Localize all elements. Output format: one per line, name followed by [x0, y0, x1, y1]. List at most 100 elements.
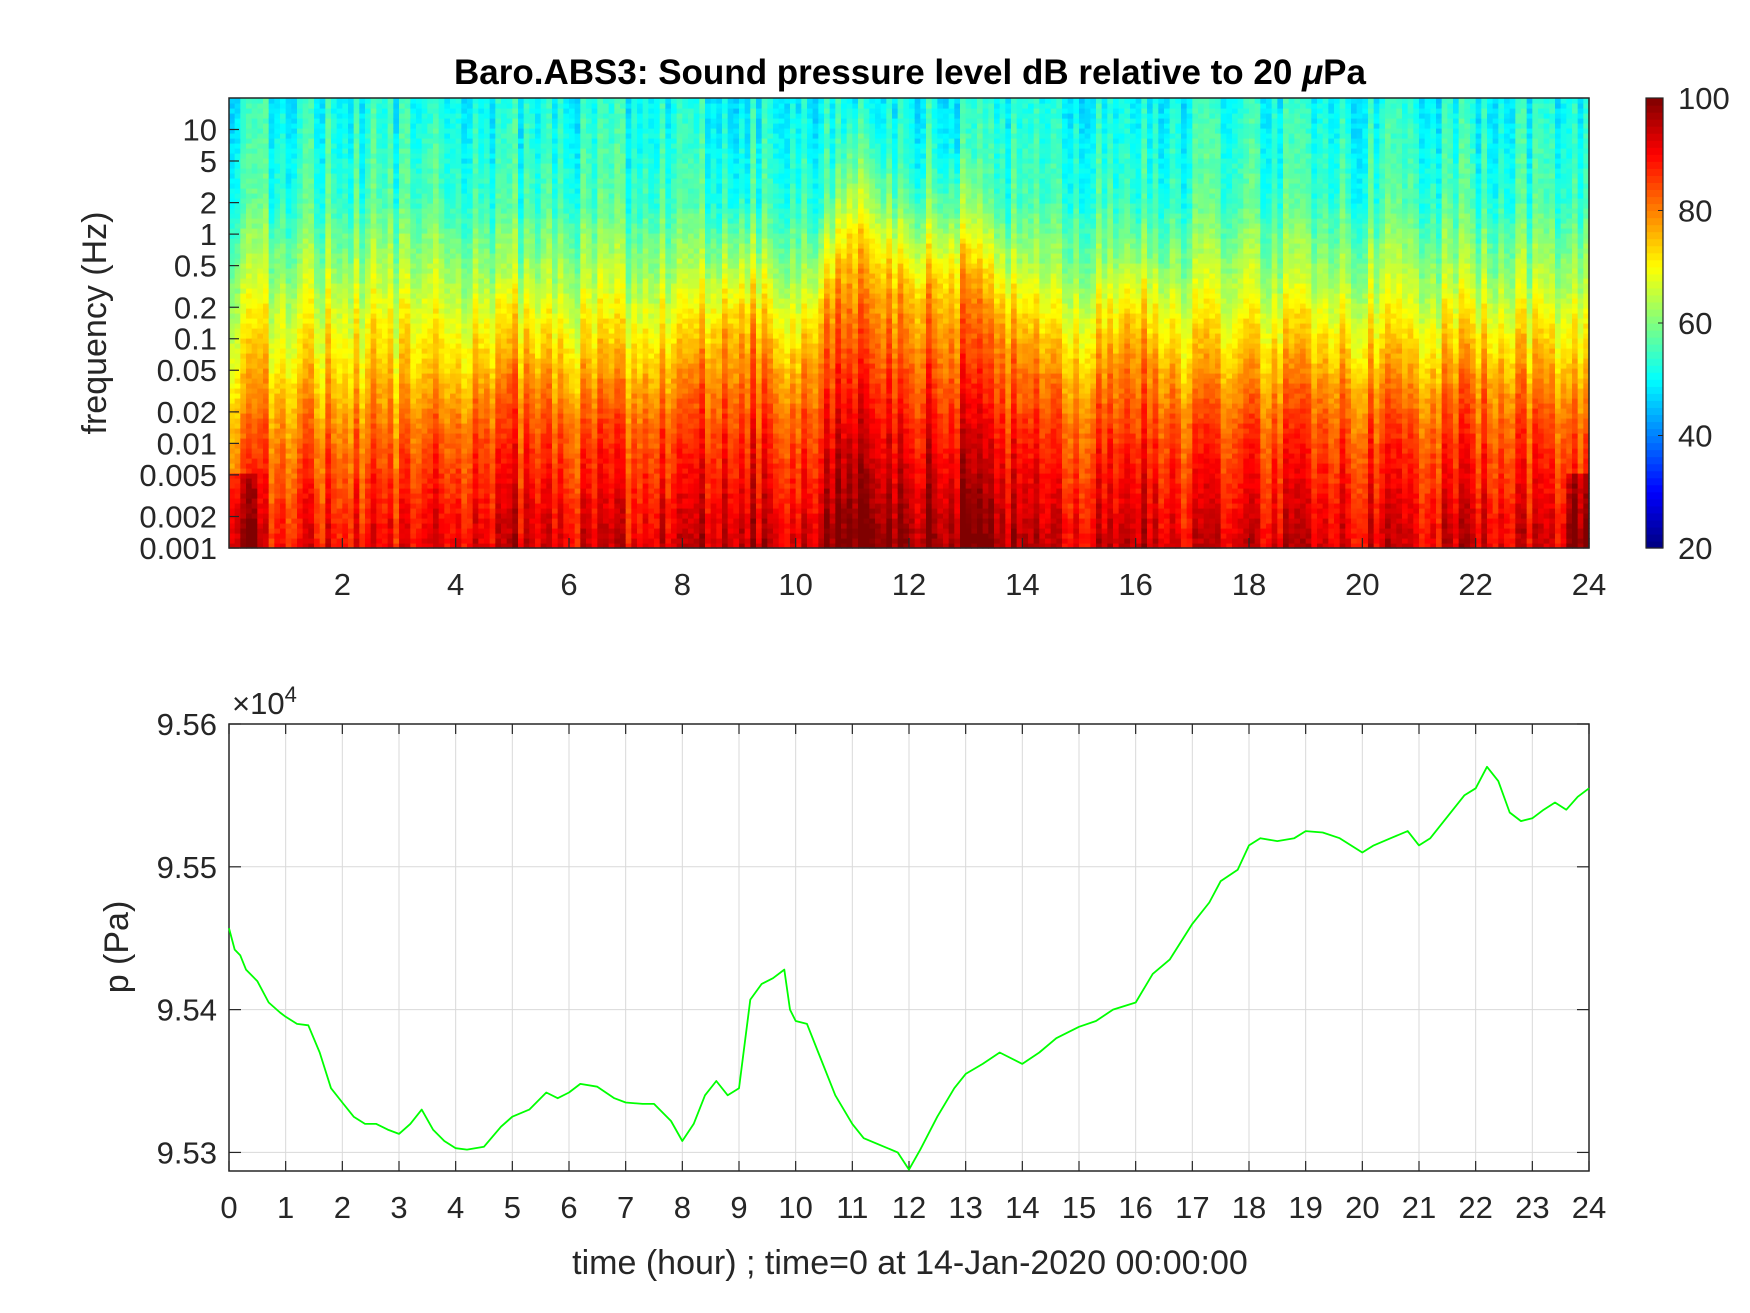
spectrogram-cell	[405, 173, 411, 179]
spectrogram-cell	[461, 358, 467, 364]
spectrogram-cell	[410, 233, 416, 239]
spectrogram-cell	[444, 113, 450, 119]
spectrogram-cell	[388, 523, 394, 529]
spectrogram-cell	[337, 423, 343, 429]
spectrogram-cell	[382, 518, 388, 524]
spectrogram-cell	[495, 468, 501, 474]
spectrogram-cell	[371, 313, 377, 319]
spectrogram-cell	[297, 253, 303, 259]
spectrogram-cell	[405, 328, 411, 334]
spectrogram-cell	[410, 493, 416, 499]
spectrogram-cell	[444, 243, 450, 249]
spectrogram-cell	[484, 98, 490, 104]
spectrogram-cell	[399, 308, 405, 314]
spectrogram-cell	[433, 308, 439, 314]
spectrogram-cell	[308, 283, 314, 289]
spectrogram-cell	[518, 333, 524, 339]
spectrogram-cell	[359, 528, 365, 534]
spectrogram-cell	[501, 463, 507, 469]
spectrogram-cell	[456, 463, 462, 469]
spectrogram-cell	[461, 288, 467, 294]
spectrogram-cell	[240, 338, 246, 344]
spectrogram-cell	[393, 448, 399, 454]
spectrogram-cell	[297, 483, 303, 489]
spectrogram-cell	[501, 448, 507, 454]
spectrogram-cell	[501, 333, 507, 339]
spectrogram-cell	[320, 173, 326, 179]
spectrogram-cell	[325, 253, 331, 259]
spectrogram-cell	[478, 163, 484, 169]
spectrogram-cell	[484, 453, 490, 459]
spectrogram-cell	[320, 343, 326, 349]
spectrogram-cell	[427, 463, 433, 469]
spectrogram-cell	[467, 143, 473, 149]
spectrogram-cell	[303, 458, 309, 464]
spectrogram-cell	[512, 128, 518, 134]
spectrogram-cell	[427, 258, 433, 264]
spectrogram-cell	[371, 188, 377, 194]
spectrogram-cell	[524, 218, 530, 224]
spectrogram-cell	[461, 283, 467, 289]
spectrogram-cell	[348, 343, 354, 349]
spectrogram-cell	[399, 178, 405, 184]
spectrogram-cell	[240, 173, 246, 179]
spectrogram-cell	[444, 263, 450, 269]
spectrogram-cell	[274, 258, 280, 264]
spectrogram-cell	[393, 358, 399, 364]
spectrogram-cell	[473, 288, 479, 294]
spectrogram-cell	[303, 538, 309, 544]
spectrogram-cell	[337, 408, 343, 414]
spectrogram-cell	[433, 513, 439, 519]
spectrogram-cell	[274, 248, 280, 254]
spectrogram-cell	[473, 538, 479, 544]
spectrogram-cell	[416, 153, 422, 159]
spectrogram-cell	[399, 168, 405, 174]
spectrogram-cell	[229, 483, 235, 489]
spectrogram-cell	[325, 533, 331, 539]
spectrogram-cell	[331, 463, 337, 469]
spectrogram-cell	[461, 343, 467, 349]
spectrogram-cell	[388, 383, 394, 389]
spectrogram-cell	[354, 143, 360, 149]
spectrogram-cell	[541, 408, 547, 414]
spectrogram-cell	[314, 283, 320, 289]
spectrogram-cell	[280, 103, 286, 109]
spectrogram-cell	[393, 408, 399, 414]
spectrogram-cell	[529, 198, 535, 204]
spectrogram-cell	[314, 498, 320, 504]
spectrogram-cell	[512, 413, 518, 419]
spectrogram-cell	[246, 368, 252, 374]
spectrogram-cell	[303, 453, 309, 459]
spectrogram-cell	[348, 223, 354, 229]
spectrogram-cell	[393, 108, 399, 114]
spectrogram-cell	[297, 313, 303, 319]
spectrogram-cell	[246, 453, 252, 459]
spectrogram-cell	[507, 203, 513, 209]
spectrogram-cell	[331, 328, 337, 334]
spectrogram-cell	[518, 508, 524, 514]
spectrogram-cell	[314, 348, 320, 354]
spectrogram-cell	[263, 413, 269, 419]
spectrogram-cell	[382, 363, 388, 369]
spectrogram-cell	[337, 383, 343, 389]
spectrogram-cell	[286, 128, 292, 134]
spectrogram-cell	[291, 343, 297, 349]
spectrogram-cell	[235, 153, 241, 159]
spectrogram-cell	[416, 513, 422, 519]
spectrogram-cell	[365, 423, 371, 429]
spectrogram-cell	[365, 318, 371, 324]
spectrogram-cell	[478, 303, 484, 309]
spectrogram-cell	[433, 248, 439, 254]
spectrogram-cell	[280, 493, 286, 499]
spectrogram-cell	[286, 538, 292, 544]
spectrogram-cell	[456, 363, 462, 369]
spectrogram-cell	[535, 508, 541, 514]
spectrogram-cell	[529, 158, 535, 164]
spectrogram-cell	[337, 138, 343, 144]
spectrogram-cell	[541, 493, 547, 499]
spectrogram-cell	[450, 328, 456, 334]
spectrogram-cell	[314, 173, 320, 179]
spectrogram-cell	[269, 388, 275, 394]
spectrogram-cell	[512, 453, 518, 459]
